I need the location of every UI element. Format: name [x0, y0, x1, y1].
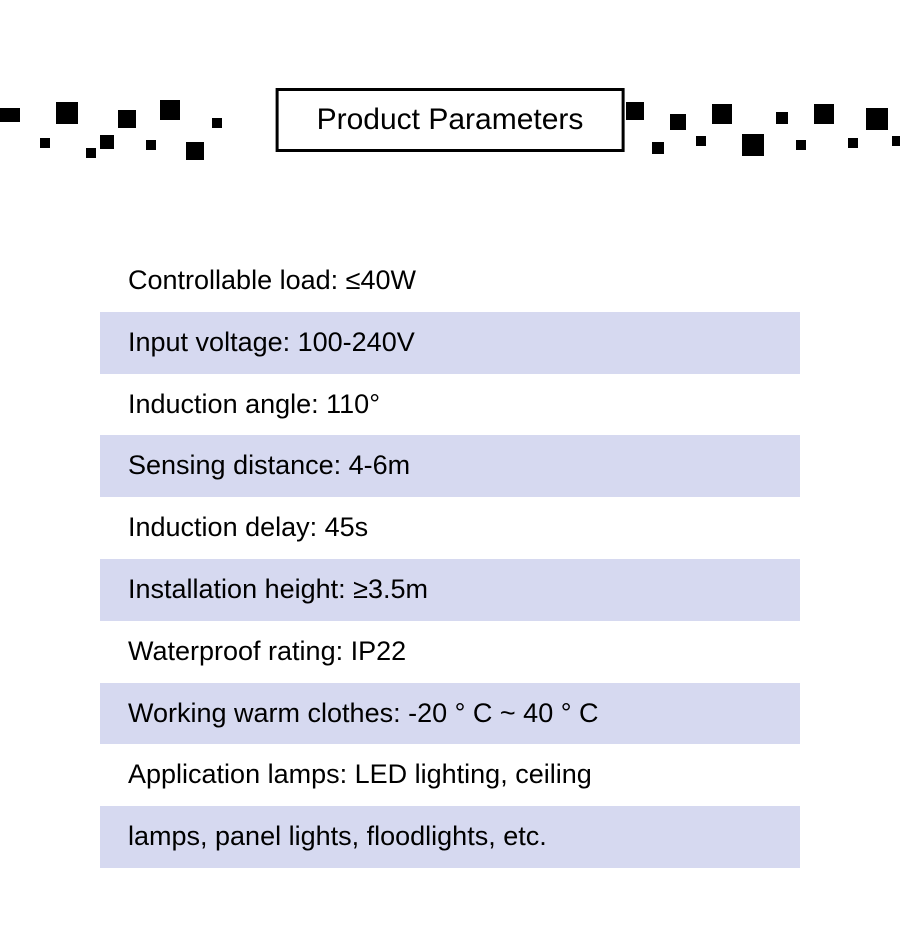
- decor-square: [86, 148, 96, 158]
- parameters-list: Controllable load: ≤40WInput voltage: 10…: [0, 250, 900, 868]
- decor-square: [712, 104, 732, 124]
- decor-square: [848, 138, 858, 148]
- decor-square: [814, 104, 834, 124]
- decor-square: [866, 108, 888, 130]
- decor-square: [186, 142, 204, 160]
- decor-square: [742, 134, 764, 156]
- param-row: lamps, panel lights, floodlights, etc.: [100, 806, 800, 868]
- param-row: Working warm clothes: -20 ° C ~ 40 ° C: [100, 683, 800, 745]
- param-row: Induction delay: 45s: [100, 497, 800, 559]
- decor-square: [626, 102, 644, 120]
- decor-square: [40, 138, 50, 148]
- decor-square: [696, 136, 706, 146]
- decor-square: [670, 114, 686, 130]
- decor-square: [212, 118, 222, 128]
- param-row: Controllable load: ≤40W: [100, 250, 800, 312]
- param-row: Installation height: ≥3.5m: [100, 559, 800, 621]
- decor-square: [100, 135, 114, 149]
- param-row: Waterproof rating: IP22: [100, 621, 800, 683]
- decor-square: [160, 100, 180, 120]
- header-band: Product Parameters: [0, 40, 900, 200]
- param-row: Input voltage: 100-240V: [100, 312, 800, 374]
- decor-square: [652, 142, 664, 154]
- param-row: Application lamps: LED lighting, ceiling: [100, 744, 800, 806]
- param-row: Sensing distance: 4-6m: [100, 435, 800, 497]
- param-row: Induction angle: 110°: [100, 374, 800, 436]
- decor-square: [892, 136, 900, 146]
- decor-square: [776, 112, 788, 124]
- decor-square: [796, 140, 806, 150]
- decor-square: [118, 110, 136, 128]
- title-box: Product Parameters: [276, 88, 625, 152]
- decor-square: [0, 108, 20, 122]
- decor-square: [146, 140, 156, 150]
- decor-square: [56, 102, 78, 124]
- title-text: Product Parameters: [317, 103, 584, 136]
